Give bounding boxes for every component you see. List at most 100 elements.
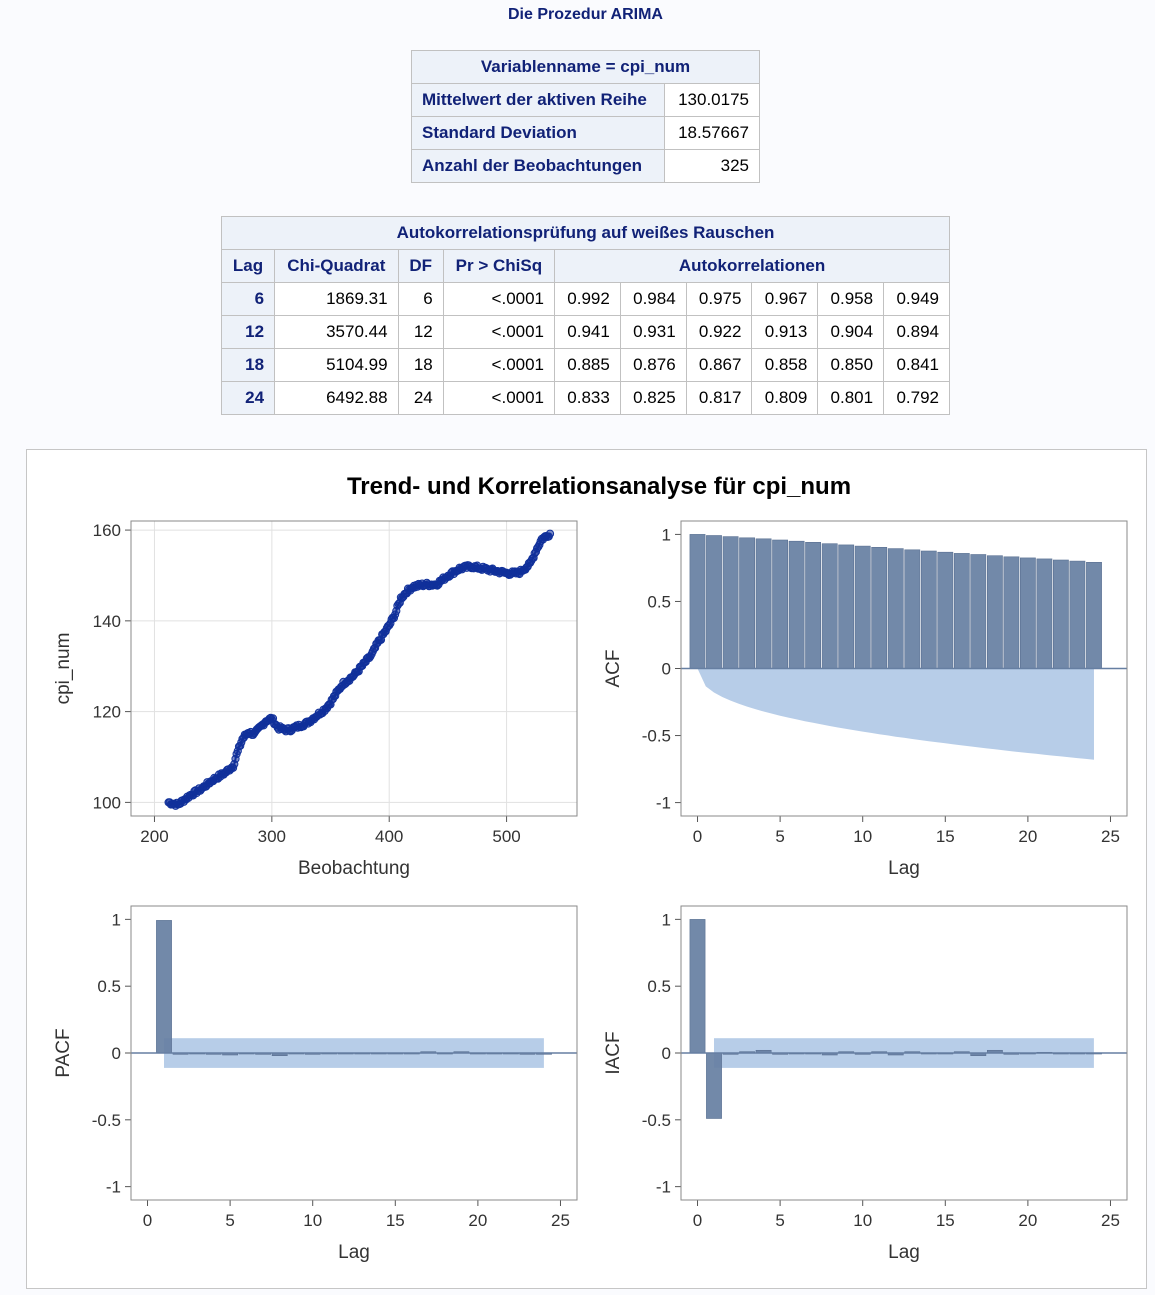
cell-p: <.0001 [442, 282, 556, 316]
y-tick-label: -1 [656, 794, 671, 813]
y-tick-label: -0.5 [642, 727, 671, 746]
row-value: 18.57667 [664, 116, 760, 150]
cell-autocorr: 0.867 [685, 348, 753, 382]
x-tick-label: 5 [775, 1211, 784, 1230]
x-tick-label: 400 [375, 827, 403, 846]
cell-lag: 12 [220, 315, 276, 349]
acf-bar [755, 538, 772, 669]
acf-bar [821, 543, 838, 669]
y-tick-label: -0.5 [642, 1111, 671, 1130]
row-label: Mittelwert der aktiven Reihe [410, 83, 666, 117]
acf-bar [904, 549, 921, 669]
cell-autocorr: 0.876 [619, 348, 687, 382]
x-tick-label: 15 [936, 827, 955, 846]
plot-canvas: Trend- und Korrelationsanalyse für cpi_n… [53, 473, 1128, 1263]
cell-autocorr: 0.833 [554, 381, 621, 415]
x-tick-label: 0 [693, 827, 702, 846]
col-header-p: Pr > ChiSq [442, 249, 556, 283]
acf-bar [986, 555, 1003, 669]
col-header-lag: Lag [220, 249, 276, 283]
cell-chisq: 1869.31 [274, 282, 399, 316]
column-header-row: Lag Chi-Quadrat DF Pr > ChiSq Autokorrel… [220, 249, 950, 283]
y-tick-label: 0 [112, 1044, 121, 1063]
y-tick-label: 0 [662, 1044, 671, 1063]
x-tick-label: 500 [492, 827, 520, 846]
table-row: 12 3570.44 12 <.0001 0.941 0.931 0.922 0.913 0.9… [220, 315, 950, 349]
cell-autocorr: 0.841 [883, 348, 950, 382]
table-row: Anzahl der Beobachtungen 325 [410, 149, 760, 183]
cell-autocorr: 0.817 [685, 381, 753, 415]
table-row: 6 1869.31 6 <.0001 0.992 0.984 0.975 0.967 0.958… [220, 282, 950, 316]
acf-bar [871, 547, 888, 669]
cell-df: 12 [397, 315, 444, 349]
plot-frame [130, 520, 578, 817]
confidence-band [697, 668, 1094, 760]
panel-title: Trend- und Korrelationsanalyse für cpi_n… [347, 473, 851, 500]
col-header-df: DF [397, 249, 444, 283]
y-tick-label: -0.5 [92, 1111, 121, 1130]
cell-chisq: 6492.88 [274, 381, 399, 415]
y-axis-label: cpi_num [53, 633, 74, 705]
x-tick-label: 25 [1101, 827, 1120, 846]
cell-p: <.0001 [442, 315, 556, 349]
cell-p: <.0001 [442, 381, 556, 415]
pacf-bar [156, 920, 172, 1054]
cell-lag: 6 [220, 282, 276, 316]
cell-autocorr: 0.825 [619, 381, 687, 415]
cell-autocorr: 0.984 [619, 282, 687, 316]
cell-autocorr: 0.801 [817, 381, 885, 415]
cell-df: 6 [397, 282, 444, 316]
y-tick-label: 1 [662, 525, 671, 544]
plot-frame [680, 520, 1128, 817]
x-axis-label: Lag [338, 1242, 370, 1263]
cell-autocorr: 0.894 [883, 315, 950, 349]
data-point [545, 529, 555, 538]
acf-bar [772, 539, 788, 669]
y-tick-label: 100 [93, 793, 121, 812]
y-tick-label: 0.5 [647, 592, 671, 611]
whitenoise-table-title: Autokorrelationsprüfung auf weißes Rausc… [221, 216, 950, 250]
acf-bar [739, 537, 755, 669]
cell-chisq: 5104.99 [274, 348, 399, 382]
cell-autocorr: 0.922 [685, 315, 753, 349]
x-tick-label: 0 [693, 1211, 702, 1230]
y-tick-label: 120 [93, 703, 121, 722]
x-axis-label: Lag [888, 858, 920, 879]
x-tick-label: 20 [468, 1211, 487, 1230]
trend-correlation-panel: Trend- und Korrelationsanalyse für cpi_n… [26, 449, 1147, 1289]
table-row: Standard Deviation 18.57667 [410, 116, 760, 150]
acf-bar [1036, 558, 1053, 669]
summary-table: Variablenname = cpi_num Mittelwert der a… [410, 50, 760, 183]
table-row: 18 5104.99 18 <.0001 0.885 0.876 0.867 0.858 0.8… [220, 348, 950, 382]
table-row: 24 6492.88 24 <.0001 0.833 0.825 0.817 0.809 0.8… [220, 381, 950, 415]
cell-autocorr: 0.850 [817, 348, 885, 382]
y-tick-label: -1 [106, 1178, 121, 1197]
col-header-autocorr: Autokorrelationen [554, 249, 950, 283]
cell-autocorr: 0.885 [554, 348, 621, 382]
acf-bar [689, 534, 706, 669]
acf-bar [1086, 562, 1102, 669]
acf-bar [1019, 557, 1036, 669]
x-tick-label: 25 [1101, 1211, 1120, 1230]
x-tick-label: 5 [225, 1211, 234, 1230]
cell-autocorr: 0.931 [619, 315, 687, 349]
acf-bar [788, 540, 805, 669]
plot-frame [680, 905, 1128, 1201]
cell-autocorr: 0.913 [751, 315, 819, 349]
cell-autocorr: 0.967 [751, 282, 819, 316]
cell-df: 18 [397, 348, 444, 382]
acf-bar [953, 553, 970, 669]
acf-bar [1069, 560, 1086, 669]
cell-lag: 24 [220, 381, 276, 415]
y-tick-label: -1 [656, 1178, 671, 1197]
x-tick-label: 10 [303, 1211, 322, 1230]
y-tick-label: 1 [662, 910, 671, 929]
x-tick-label: 10 [853, 827, 872, 846]
procedure-title: Die Prozedur ARIMA [508, 6, 663, 23]
x-tick-label: 20 [1018, 827, 1037, 846]
cell-autocorr: 0.941 [554, 315, 621, 349]
cell-autocorr: 0.949 [883, 282, 950, 316]
acf-bar [970, 554, 987, 669]
x-tick-label: 0 [143, 1211, 152, 1230]
row-label: Standard Deviation [410, 116, 666, 150]
